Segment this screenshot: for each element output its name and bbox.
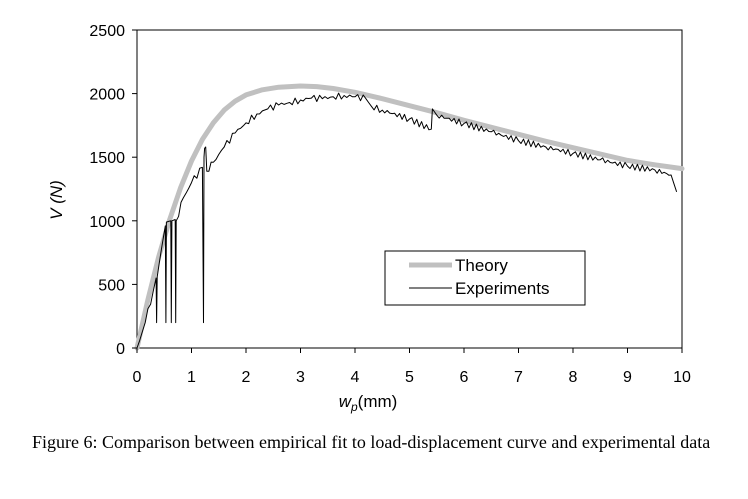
legend-box — [384, 250, 586, 306]
y-axis-title: V (N) — [47, 180, 66, 220]
x-tick-label: 4 — [351, 369, 360, 386]
legend-theory-label: Theory — [455, 256, 508, 275]
experiments-line — [136, 92, 677, 349]
x-axis-title-base: w — [339, 392, 353, 411]
theory-series — [134, 83, 685, 351]
theory-line — [134, 83, 685, 351]
x-tick-label: 1 — [187, 369, 196, 386]
experiments-series — [136, 92, 677, 349]
y-tick-label: 1000 — [89, 214, 125, 231]
x-axis-title: wp(mm) — [339, 392, 398, 414]
figure-caption: Figure 6: Comparison between empirical f… — [32, 432, 711, 452]
x-tick-label: 0 — [133, 369, 142, 386]
x-axis-title-subscript: p — [350, 400, 358, 414]
x-tick-label: 9 — [623, 369, 632, 386]
y-tick-label: 500 — [98, 277, 125, 294]
x-tick-label: 7 — [514, 369, 523, 386]
x-tick-label: 8 — [569, 369, 578, 386]
axis-ticks: 0 500 1000 1500 2000 2500 0 1 2 3 4 5 6 7 8 9 10 — [89, 23, 691, 386]
y-tick-label: 2500 — [89, 23, 125, 40]
y-tick-label: 1500 — [89, 150, 125, 167]
legend-experiments-label: Experiments — [455, 279, 549, 298]
y-tick-label: 2000 — [89, 87, 125, 104]
x-tick-label: 10 — [673, 369, 691, 386]
legend: Theory Experiments — [384, 250, 586, 306]
x-tick-label: 2 — [242, 369, 251, 386]
x-tick-label: 3 — [296, 369, 305, 386]
x-tick-label: 6 — [460, 369, 469, 386]
x-tick-label: 5 — [405, 369, 414, 386]
y-tick-label: 0 — [116, 341, 125, 358]
x-axis-title-unit: (mm) — [358, 392, 398, 411]
